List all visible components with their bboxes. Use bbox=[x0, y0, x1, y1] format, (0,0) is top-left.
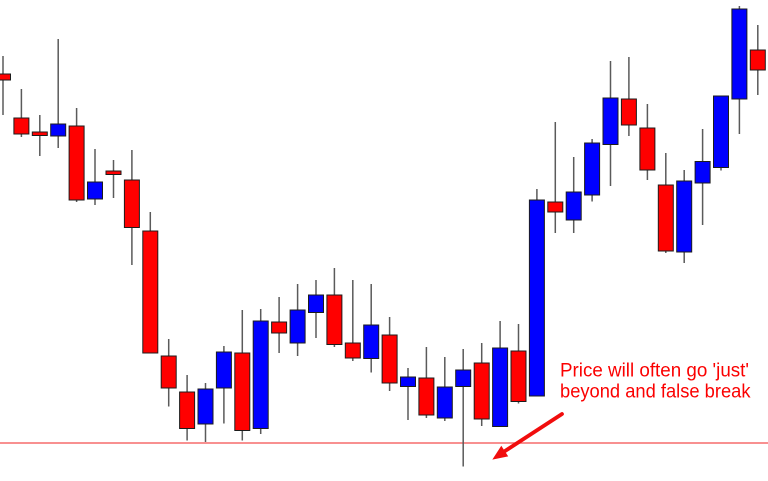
svg-text:Price will often go 'just': Price will often go 'just' bbox=[560, 361, 749, 382]
svg-text:beyond and false break: beyond and false break bbox=[560, 382, 751, 403]
